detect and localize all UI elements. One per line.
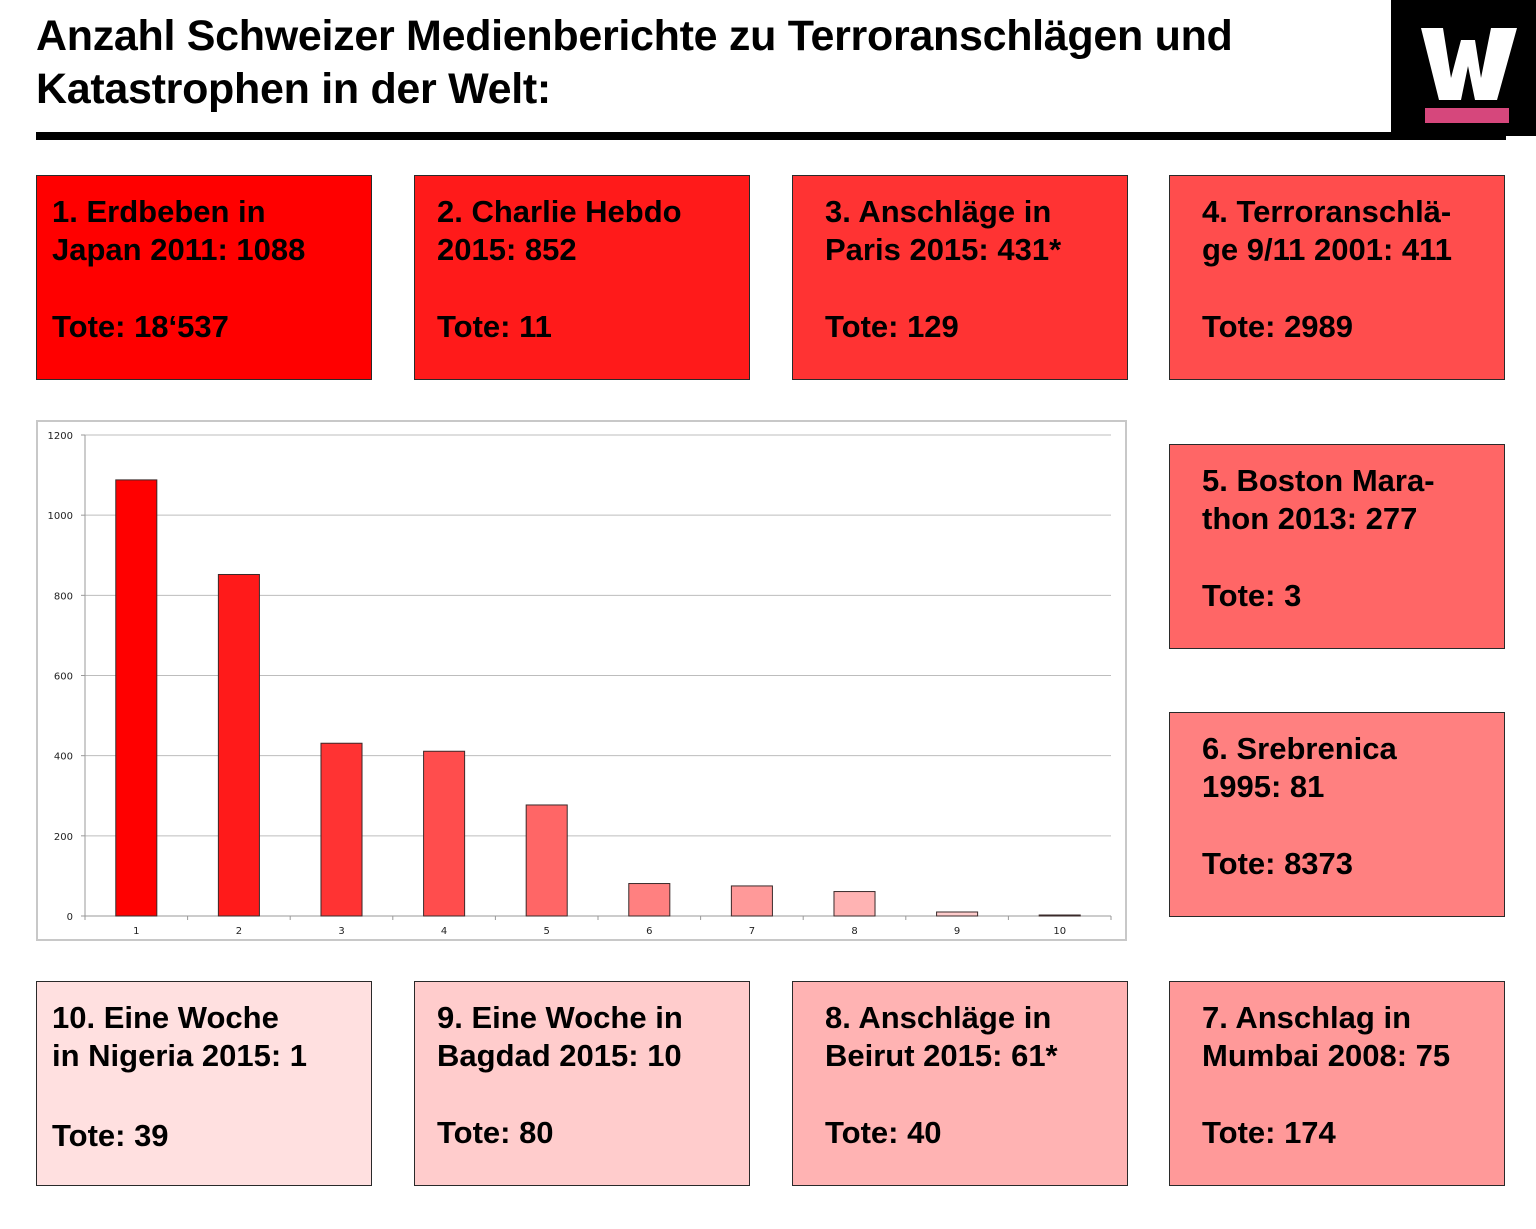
x-tick-label: 1 [133, 926, 139, 937]
x-tick-label: 10 [1053, 926, 1066, 937]
bar-3 [320, 742, 363, 917]
event-deaths: Tote: 8373 [1202, 846, 1354, 881]
bar-7 [730, 885, 773, 917]
y-tick-label: 1200 [48, 431, 73, 442]
logo-accent-bar [1425, 108, 1509, 123]
bar-2 [217, 573, 260, 917]
x-tick-label: 5 [544, 926, 550, 937]
x-tick-label: 2 [236, 926, 242, 937]
event-deaths: Tote: 40 [825, 1115, 942, 1150]
bar-chart: 0 200 400 600 800 1000 1200 1 2 3 4 5 6 7 8 9 10 [36, 420, 1127, 941]
bar-4 [423, 750, 466, 917]
y-tick-label: 1000 [48, 511, 73, 522]
event-card-8: 8. Anschläge in Beirut 2015: 61* Tote: 4… [792, 981, 1128, 1186]
event-card-3: 3. Anschläge in Paris 2015: 431* Tote: 1… [792, 175, 1128, 380]
event-heading: 6. Srebrenica 1995: 81 [1202, 731, 1397, 804]
event-deaths: Tote: 129 [825, 309, 959, 344]
event-card-5: 5. Boston Mara- thon 2013: 277 Tote: 3 [1169, 444, 1505, 649]
bar-5 [525, 804, 568, 917]
event-card-9: 9. Eine Woche in Bagdad 2015: 10 Tote: 8… [414, 981, 750, 1186]
event-heading: 2. Charlie Hebdo 2015: 852 [437, 194, 682, 267]
event-heading: 3. Anschläge in Paris 2015: 431* [825, 194, 1062, 267]
event-heading: 8. Anschläge in Beirut 2015: 61* [825, 1000, 1058, 1073]
event-deaths: Tote: 39 [52, 1118, 169, 1153]
event-card-6: 6. Srebrenica 1995: 81 Tote: 8373 [1169, 712, 1505, 917]
publisher-logo [1391, 0, 1536, 136]
event-deaths: Tote: 2989 [1202, 309, 1354, 344]
event-card-4: 4. Terroranschlä- ge 9/11 2001: 411 Tote… [1169, 175, 1505, 380]
bar-8 [833, 891, 876, 917]
y-tick-label: 200 [54, 832, 73, 843]
event-heading: 4. Terroranschlä- ge 9/11 2001: 411 [1202, 194, 1452, 267]
event-card-7: 7. Anschlag in Mumbai 2008: 75 Tote: 174 [1169, 981, 1505, 1186]
page-title: Anzahl Schweizer Medienberichte zu Terro… [36, 12, 1233, 113]
event-card-10: 10. Eine Woche in Nigeria 2015: 1 Tote: … [36, 981, 372, 1186]
y-tick-label: 800 [54, 591, 73, 602]
y-tick-label: 400 [54, 752, 73, 763]
x-tick-label: 8 [851, 926, 857, 937]
event-card-1: 1. Erdbeben in Japan 2011: 1088 Tote: 18… [36, 175, 372, 380]
event-deaths: Tote: 3 [1202, 578, 1302, 613]
x-tick-label: 6 [646, 926, 652, 937]
x-tick-label: 7 [749, 926, 755, 937]
bar-9 [936, 911, 979, 917]
event-card-2: 2. Charlie Hebdo 2015: 852 Tote: 11 [414, 175, 750, 380]
event-heading: 10. Eine Woche in Nigeria 2015: 1 [52, 1000, 308, 1073]
event-heading: 1. Erdbeben in Japan 2011: 1088 [52, 194, 306, 267]
bar-10 [1038, 914, 1081, 917]
logo-letter-w [1421, 28, 1517, 100]
event-heading: 7. Anschlag in Mumbai 2008: 75 [1202, 1000, 1451, 1073]
event-deaths: Tote: 174 [1202, 1115, 1336, 1150]
event-deaths: Tote: 11 [437, 309, 552, 344]
y-tick-label: 600 [54, 672, 73, 683]
x-tick-label: 9 [954, 926, 960, 937]
event-heading: 5. Boston Mara- thon 2013: 277 [1202, 463, 1435, 536]
bar-1 [115, 479, 158, 917]
bar-chart-plot: 0 200 400 600 800 1000 1200 1 2 3 4 5 6 7 8 9 10 [48, 431, 1112, 937]
x-tick-label: 4 [441, 926, 447, 937]
x-tick-label: 3 [338, 926, 344, 937]
title-divider [36, 132, 1506, 140]
w-logo-icon [1421, 28, 1517, 123]
event-deaths: Tote: 80 [437, 1115, 554, 1150]
event-deaths: Tote: 18‘537 [52, 309, 229, 344]
y-tick-label: 0 [67, 912, 73, 923]
event-heading: 9. Eine Woche in Bagdad 2015: 10 [437, 1000, 683, 1073]
bar-6 [628, 883, 671, 917]
